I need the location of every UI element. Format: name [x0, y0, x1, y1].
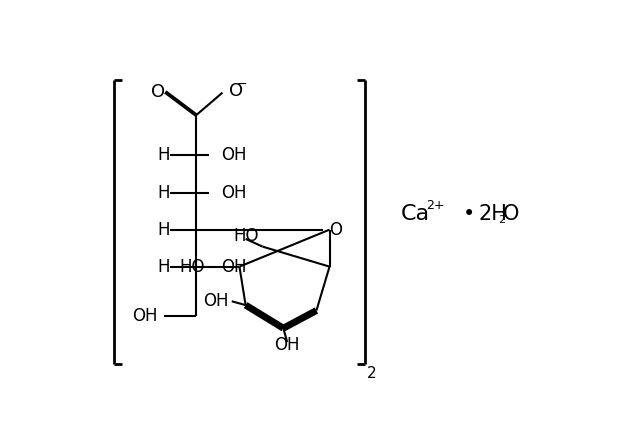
Text: OH: OH [132, 307, 158, 325]
Text: Ca: Ca [401, 204, 430, 224]
Text: O: O [330, 221, 342, 239]
Text: H: H [157, 258, 170, 276]
Text: OH: OH [203, 292, 228, 310]
Text: H: H [157, 221, 170, 239]
Text: O: O [228, 82, 243, 100]
Text: OH: OH [275, 336, 300, 354]
Text: O: O [151, 83, 165, 101]
Text: HO: HO [179, 258, 205, 276]
Text: O: O [503, 204, 519, 224]
Text: 2: 2 [367, 366, 377, 381]
Text: OH: OH [221, 184, 246, 202]
Text: H: H [157, 184, 170, 202]
Text: OH: OH [221, 146, 246, 164]
Text: 2: 2 [498, 215, 506, 225]
Text: •: • [463, 204, 475, 224]
Text: OH: OH [221, 258, 246, 276]
Text: HO: HO [233, 227, 259, 245]
Text: H: H [157, 146, 170, 164]
Text: −: − [237, 78, 248, 91]
Text: 2+: 2+ [427, 198, 445, 212]
Text: 2H: 2H [478, 204, 507, 224]
